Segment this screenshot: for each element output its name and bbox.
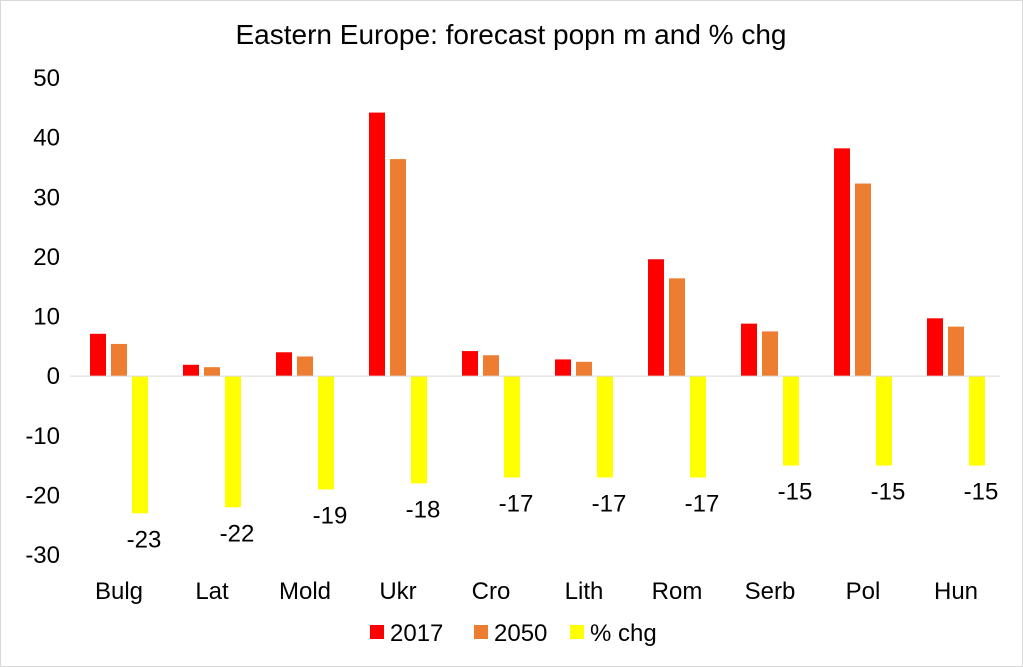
bar-chg-pol: [876, 376, 892, 466]
x-tick-label: Rom: [652, 578, 703, 605]
legend: 2017 2050 % chg: [370, 620, 657, 647]
bar-2017-hun: [927, 318, 943, 377]
bar-2050-bulg: [111, 343, 127, 377]
x-tick-label: Lith: [565, 578, 604, 605]
y-tick-label: 0: [47, 363, 60, 390]
bars: [90, 112, 985, 514]
bar-2050-ukr: [390, 159, 406, 377]
y-tick-label: 30: [33, 184, 60, 211]
bar-2017-ukr: [369, 112, 385, 377]
data-label: -15: [778, 479, 813, 506]
x-axis: Bulg Lat Mold Ukr Cro Lith Rom Serb Pol Hun: [95, 578, 978, 605]
x-tick-label: Ukr: [379, 578, 416, 605]
y-tick-label: -10: [25, 423, 60, 450]
data-label: -18: [406, 496, 441, 523]
chart-title: Eastern Europe: forecast popn m and % ch…: [236, 19, 787, 50]
bar-2017-lat: [183, 364, 199, 377]
bar-chg-lat: [225, 376, 241, 508]
data-label: -23: [127, 526, 162, 553]
x-tick-label: Cro: [472, 578, 511, 605]
y-tick-label: -30: [25, 542, 60, 569]
y-tick-label: 50: [33, 65, 60, 92]
data-label: -22: [220, 520, 255, 547]
x-tick-label: Bulg: [95, 578, 143, 605]
bar-2017-serb: [741, 323, 757, 377]
x-tick-label: Pol: [846, 578, 881, 605]
data-label: -15: [964, 479, 999, 506]
bar-chg-mold: [318, 376, 334, 490]
data-label: -19: [313, 502, 348, 529]
x-tick-label: Serb: [745, 578, 796, 605]
bar-chg-ukr: [411, 376, 427, 484]
y-tick-label: 10: [33, 304, 60, 331]
x-tick-label: Lat: [195, 578, 229, 605]
bar-chg-hun: [969, 376, 985, 466]
bar-2017-cro: [462, 351, 478, 377]
bar-chg-rom: [690, 376, 706, 478]
legend-swatch: [570, 625, 584, 639]
legend-swatch: [474, 625, 488, 639]
legend-swatch: [370, 625, 384, 639]
legend-label: 2050: [494, 620, 547, 647]
bar-chg-serb: [783, 376, 799, 466]
bar-2050-hun: [948, 326, 964, 377]
bar-2017-lith: [555, 359, 571, 377]
bar-2050-cro: [483, 355, 499, 377]
bar-2050-lith: [576, 361, 592, 377]
bar-2017-bulg: [90, 333, 106, 377]
bar-chg-lith: [597, 376, 613, 478]
bar-2050-lat: [204, 367, 220, 377]
data-label: -17: [499, 490, 534, 517]
bar-2017-pol: [834, 148, 850, 377]
data-label: -17: [685, 490, 720, 517]
legend-label: % chg: [590, 620, 657, 647]
bar-2050-rom: [669, 278, 685, 377]
data-label: -15: [871, 479, 906, 506]
bar-2050-pol: [855, 183, 871, 377]
x-tick-label: Mold: [279, 578, 331, 605]
x-tick-label: Hun: [934, 578, 978, 605]
bar-2050-mold: [297, 356, 313, 377]
bar-chg-bulg: [132, 376, 148, 514]
bar-2017-rom: [648, 259, 664, 377]
bar-2017-mold: [276, 352, 292, 377]
y-axis: 50 40 30 20 10 0 -10 -20 -30: [25, 65, 60, 569]
bar-2050-serb: [762, 331, 778, 377]
bar-chg-cro: [504, 376, 520, 478]
y-tick-label: 40: [33, 125, 60, 152]
legend-label: 2017: [390, 620, 443, 647]
y-tick-label: -20: [25, 482, 60, 509]
y-tick-label: 20: [33, 244, 60, 271]
data-labels: -23 -22 -19 -18 -17 -17 -17 -15 -15 -15: [127, 479, 999, 554]
data-label: -17: [592, 490, 627, 517]
